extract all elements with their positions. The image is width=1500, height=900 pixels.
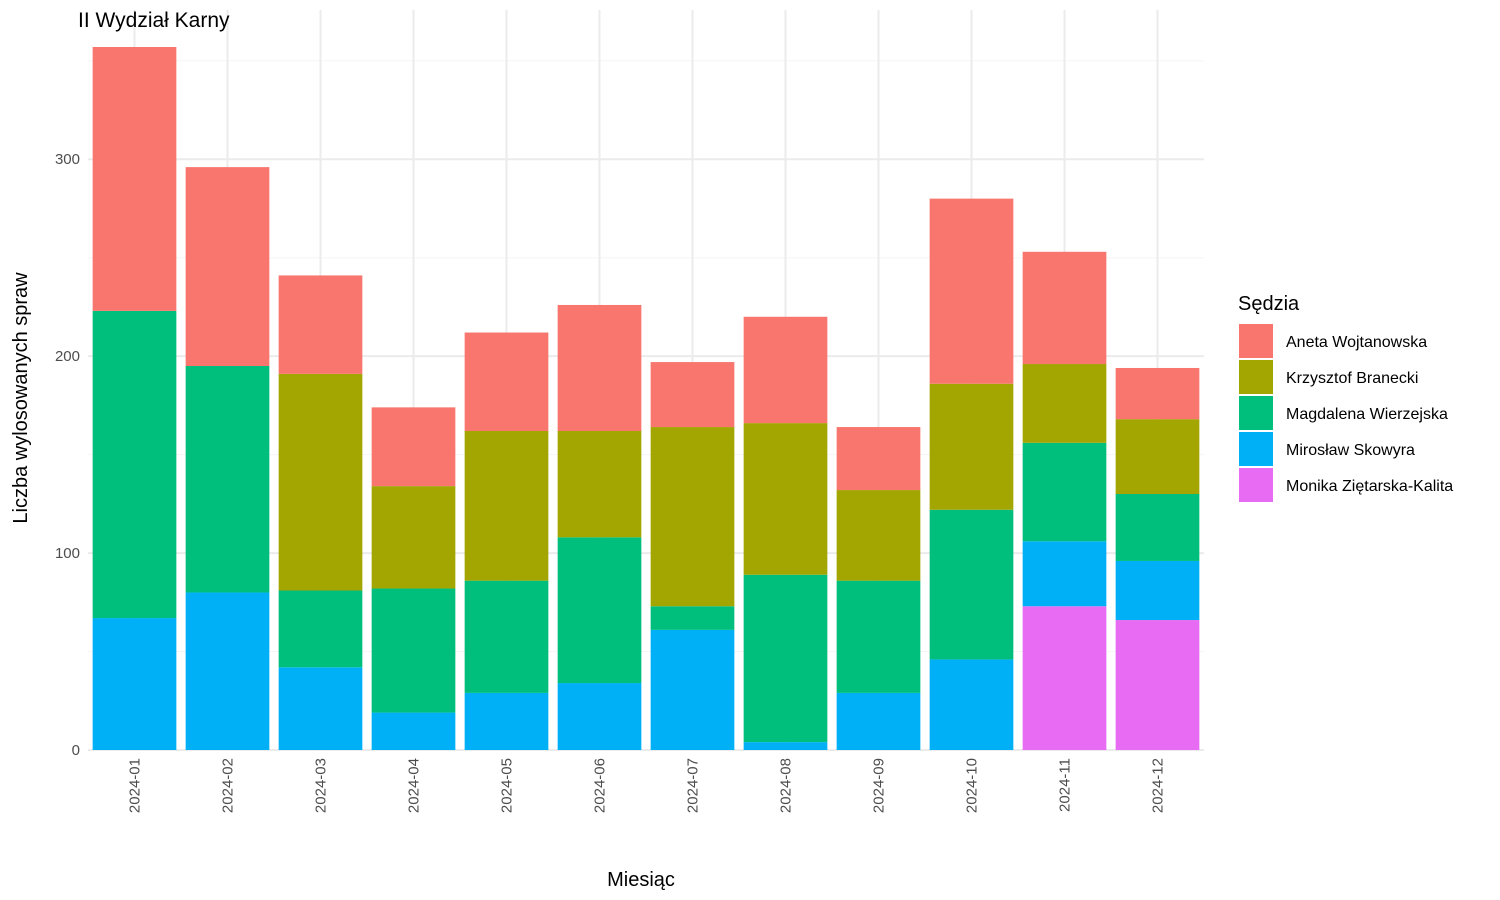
bar-segment (650, 362, 735, 428)
bar-segment (929, 659, 1014, 750)
bar-segment (1115, 620, 1200, 750)
bar-segment (371, 486, 456, 589)
legend-key (1239, 360, 1273, 394)
legend-label: Monika Ziętarska-Kalita (1286, 478, 1453, 495)
x-tick-label: 2024-09 (871, 758, 888, 813)
bar-segment (185, 592, 270, 750)
legend-label: Aneta Wojtanowska (1286, 334, 1427, 351)
legend: Sędzia Aneta Wojtanowska Krzysztof Branec… (1238, 293, 1453, 502)
bar-segment (743, 742, 828, 750)
bar-segment (650, 427, 735, 607)
bar-segment (371, 588, 456, 713)
legend-label: Mirosław Skowyra (1286, 442, 1415, 459)
bar-segment (743, 574, 828, 743)
bar-segment (1022, 251, 1107, 365)
bar-segment (1022, 541, 1107, 607)
bar-segment (278, 590, 363, 668)
y-tick-label: 0 (72, 742, 80, 759)
bar-segment (1115, 419, 1200, 495)
x-tick-label: 2024-07 (685, 758, 702, 813)
y-tick-label: 300 (55, 151, 80, 168)
bar-segment (743, 316, 828, 424)
bars (92, 47, 1200, 750)
bar-segment (557, 683, 642, 750)
bar-segment (92, 47, 177, 311)
y-axis-ticks: 0 100 200 300 (55, 151, 80, 759)
bar-segment (92, 310, 177, 619)
x-tick-label: 2024-01 (127, 758, 144, 813)
bar-segment (464, 692, 549, 750)
legend-key (1239, 468, 1273, 502)
bar-segment (464, 430, 549, 581)
legend-key (1239, 432, 1273, 466)
bar-segment (185, 366, 270, 593)
x-tick-label: 2024-06 (592, 758, 609, 813)
bar-segment (278, 373, 363, 591)
y-tick-label: 100 (55, 545, 80, 562)
x-tick-label: 2024-11 (1057, 758, 1074, 812)
bar-segment (371, 407, 456, 487)
bar-segment (557, 537, 642, 684)
chart-title: II Wydział Karny (78, 9, 230, 32)
bar-segment (1022, 364, 1107, 443)
bar-segment (92, 618, 177, 750)
bar-segment (836, 580, 921, 693)
bar-segment (185, 167, 270, 367)
bar-segment (1022, 442, 1107, 542)
bar-segment (743, 423, 828, 575)
bar-segment (836, 490, 921, 581)
y-tick-label: 200 (55, 348, 80, 365)
bar-segment (557, 430, 642, 538)
bar-segment (371, 712, 456, 750)
bar-segment (1022, 606, 1107, 750)
legend-key (1239, 396, 1273, 430)
bar-segment (464, 580, 549, 693)
bar-segment (929, 509, 1014, 660)
bar-segment (557, 304, 642, 431)
bar-segment (836, 427, 921, 491)
x-tick-label: 2024-02 (220, 758, 237, 813)
legend-label: Magdalena Wierzejska (1286, 406, 1448, 423)
x-tick-label: 2024-08 (778, 758, 795, 813)
bar-segment (929, 198, 1014, 384)
bar-segment (1115, 560, 1200, 621)
bar-segment (650, 629, 735, 750)
legend-title: Sędzia (1238, 293, 1300, 315)
x-tick-label: 2024-10 (964, 758, 981, 813)
bar-segment (836, 692, 921, 750)
bar-segment (650, 606, 735, 630)
x-tick-label: 2024-03 (313, 758, 330, 813)
x-axis-ticks: 2024-01 2024-02 2024-03 2024-04 2024-05 2024-… (127, 758, 1167, 813)
bar-segment (278, 667, 363, 750)
x-axis-title: Miesiąc (607, 869, 675, 891)
x-tick-label: 2024-12 (1150, 758, 1167, 813)
x-tick-label: 2024-05 (499, 758, 516, 813)
x-tick-label: 2024-04 (406, 758, 423, 813)
y-axis-title: Liczba wylosowanych spraw (10, 272, 32, 524)
bar-segment (464, 332, 549, 431)
bar-segment (1115, 494, 1200, 561)
bar-segment (929, 383, 1014, 510)
bar-segment (1115, 367, 1200, 420)
bar-segment (278, 275, 363, 374)
legend-label: Krzysztof Branecki (1286, 370, 1418, 387)
legend-key (1239, 324, 1273, 358)
